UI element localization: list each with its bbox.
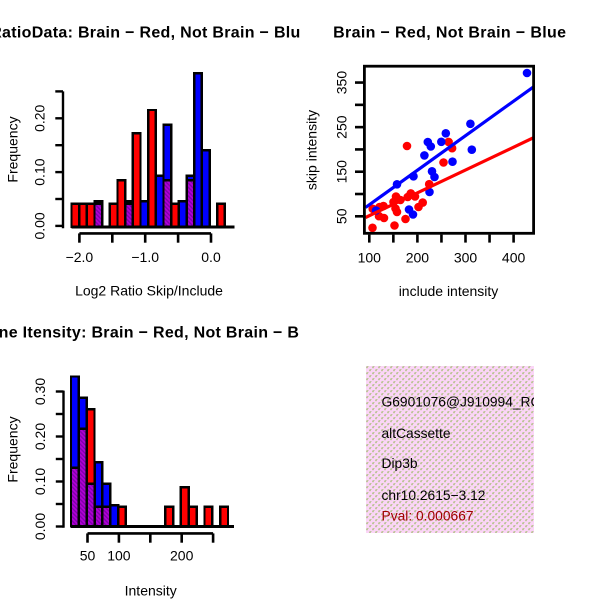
- svg-text:0.20: 0.20: [32, 423, 48, 450]
- svg-text:100: 100: [358, 249, 382, 265]
- svg-text:400: 400: [502, 249, 526, 265]
- svg-text:200: 200: [406, 249, 430, 265]
- svg-text:include intensity: include intensity: [399, 283, 499, 299]
- svg-text:Frequency: Frequency: [5, 416, 21, 482]
- svg-text:Log2 Ratio Skip/Include: Log2 Ratio Skip/Include: [75, 283, 223, 299]
- svg-text:50: 50: [80, 548, 96, 564]
- svg-text:Gene Itensity: Brain − Red, No: Gene Itensity: Brain − Red, Not Brain − …: [0, 325, 323, 342]
- svg-text:Brain − Red, Not Brain − Blue: Brain − Red, Not Brain − Blue: [333, 25, 566, 42]
- svg-text:Frequency: Frequency: [5, 116, 21, 182]
- svg-text:altCassette: altCassette: [382, 426, 451, 441]
- svg-text:200: 200: [170, 548, 194, 564]
- svg-text:−2.0: −2.0: [66, 249, 94, 265]
- svg-text:chr10.2615−3.12: chr10.2615−3.12: [382, 488, 486, 503]
- svg-text:0.00: 0.00: [32, 513, 48, 540]
- svg-text:0.30: 0.30: [32, 378, 48, 405]
- svg-text:0.20: 0.20: [32, 104, 48, 131]
- svg-text:150: 150: [334, 160, 350, 184]
- svg-text:RatioData: Brain − Red, Not Br: RatioData: Brain − Red, Not Brain − Blue: [0, 25, 310, 42]
- svg-text:0.10: 0.10: [32, 158, 48, 185]
- svg-text:0.0: 0.0: [201, 249, 221, 265]
- svg-text:Dip3b: Dip3b: [382, 456, 418, 471]
- svg-text:0.00: 0.00: [32, 212, 48, 239]
- svg-text:−1.0: −1.0: [131, 249, 159, 265]
- svg-text:50: 50: [334, 208, 350, 224]
- svg-text:300: 300: [454, 249, 478, 265]
- svg-text:skip intensity: skip intensity: [304, 110, 320, 190]
- svg-text:350: 350: [334, 71, 350, 95]
- svg-text:0.10: 0.10: [32, 468, 48, 495]
- svg-text:Intensity: Intensity: [125, 583, 177, 599]
- svg-text:G6901076@J910994_RC1: G6901076@J910994_RC1: [382, 394, 549, 409]
- svg-text:Pval: 0.000667: Pval: 0.000667: [382, 509, 474, 524]
- svg-text:100: 100: [107, 548, 131, 564]
- svg-text:250: 250: [334, 115, 350, 139]
